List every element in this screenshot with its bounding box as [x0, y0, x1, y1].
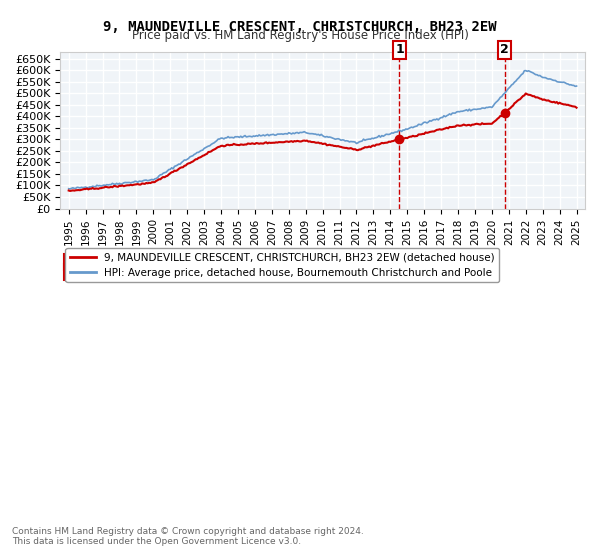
- Text: 1: 1: [67, 257, 74, 267]
- Text: 14% ↓ HPI: 14% ↓ HPI: [375, 267, 436, 277]
- Text: 17% ↓ HPI: 17% ↓ HPI: [375, 257, 436, 267]
- Legend: 9, MAUNDEVILLE CRESCENT, CHRISTCHURCH, BH23 2EW (detached house), HPI: Average p: 9, MAUNDEVILLE CRESCENT, CHRISTCHURCH, B…: [65, 248, 499, 282]
- Text: 2: 2: [500, 43, 509, 57]
- Text: Contains HM Land Registry data © Crown copyright and database right 2024.
This d: Contains HM Land Registry data © Crown c…: [12, 526, 364, 546]
- Text: £300,000: £300,000: [260, 257, 314, 267]
- Text: 02-OCT-2020: 02-OCT-2020: [86, 267, 188, 277]
- Text: 2: 2: [67, 267, 74, 277]
- Text: 9, MAUNDEVILLE CRESCENT, CHRISTCHURCH, BH23 2EW: 9, MAUNDEVILLE CRESCENT, CHRISTCHURCH, B…: [103, 20, 497, 34]
- Text: 16-JUL-2014: 16-JUL-2014: [86, 257, 188, 267]
- Text: Price paid vs. HM Land Registry's House Price Index (HPI): Price paid vs. HM Land Registry's House …: [131, 29, 469, 42]
- Text: £415,000: £415,000: [260, 267, 314, 277]
- Text: 1: 1: [395, 43, 404, 57]
